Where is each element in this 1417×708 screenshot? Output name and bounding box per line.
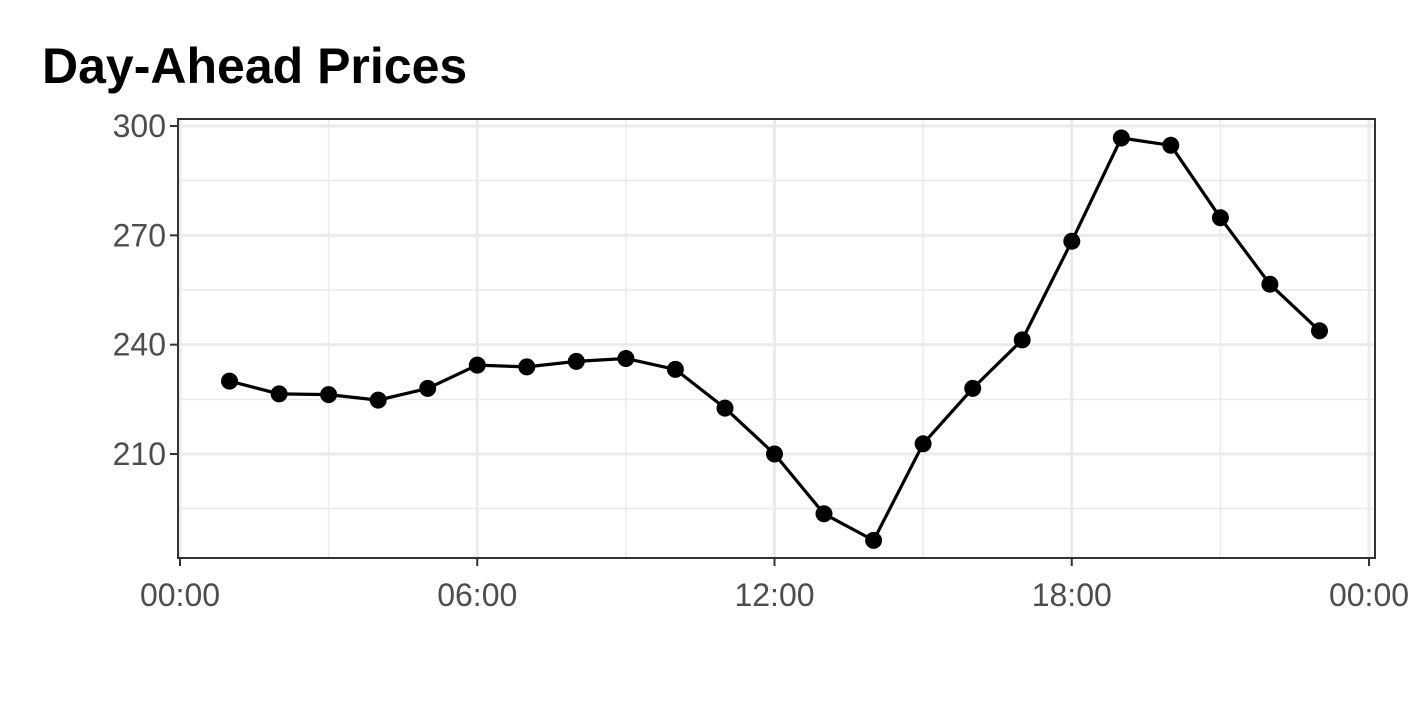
data-point (369, 391, 387, 409)
data-point (221, 372, 238, 390)
data-point (1261, 275, 1279, 293)
x-tick-label: 00:00 (140, 577, 220, 613)
series-layer (221, 129, 1328, 549)
data-point (1211, 209, 1229, 227)
plot-border (177, 118, 1376, 559)
x-tick-label: 12:00 (734, 577, 814, 613)
x-axis: 00:00 06:00 12:00 18:00 00:00 (140, 558, 1409, 613)
data-point (964, 379, 982, 397)
data-point (716, 399, 734, 417)
x-tick-label: 06:00 (437, 577, 517, 613)
grid-minor (178, 119, 1375, 558)
data-point (1162, 136, 1180, 154)
data-point (270, 385, 288, 403)
data-point (1112, 129, 1130, 147)
y-tick-label: 270 (113, 217, 166, 253)
y-tick-label: 210 (113, 436, 166, 472)
y-axis: 210 240 270 300 (113, 108, 178, 472)
data-point (419, 379, 437, 397)
data-point (1063, 232, 1081, 250)
data-point (567, 352, 585, 370)
data-point (815, 505, 833, 523)
y-tick-label: 300 (113, 108, 166, 144)
x-tick-label: 00:00 (1329, 577, 1409, 613)
data-point (865, 531, 883, 549)
data-point (666, 360, 684, 378)
x-tick-label: 18:00 (1032, 577, 1112, 613)
data-point (766, 445, 783, 463)
data-point (1013, 331, 1031, 349)
data-point (518, 358, 536, 376)
data-point (468, 356, 486, 374)
plot-panel (178, 119, 1375, 558)
data-point (1311, 322, 1328, 340)
chart-title: Day-Ahead Prices (42, 38, 467, 94)
data-point (617, 350, 635, 367)
data-point (914, 435, 932, 453)
y-tick-label: 240 (113, 327, 166, 363)
data-point (320, 386, 338, 404)
